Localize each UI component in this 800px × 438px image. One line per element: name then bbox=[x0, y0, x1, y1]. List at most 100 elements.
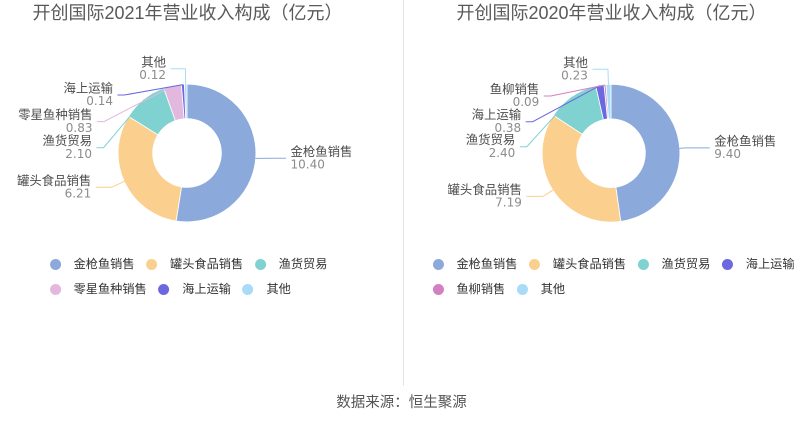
slice-label-value-0-2: 2.10 bbox=[65, 147, 92, 161]
slice-border bbox=[163, 87, 176, 122]
legend-label: 罐头食品销售 bbox=[170, 257, 244, 271]
chart-title-2020: 开创国际2020年营业收入构成（亿元） bbox=[456, 3, 767, 23]
legend-item-鱼柳销售[interactable]: 鱼柳销售 bbox=[432, 282, 505, 297]
slice-label-value-0-4: 0.14 bbox=[86, 94, 113, 108]
slice-label-name-0-1: 罐头食品销售 bbox=[17, 173, 91, 188]
label-line-0-5 bbox=[170, 68, 187, 85]
legend-item-其他[interactable]: 其他 bbox=[516, 282, 566, 297]
slice-border bbox=[127, 115, 159, 136]
legend-item-零星鱼种销售[interactable]: 零星鱼种销售 bbox=[49, 282, 147, 297]
slice-border bbox=[175, 186, 183, 222]
legend-label: 海上运输 bbox=[182, 282, 231, 296]
pie-slice-1-0[interactable] bbox=[611, 84, 680, 222]
pie-slice-1-5[interactable] bbox=[605, 84, 611, 119]
legend-label: 其他 bbox=[540, 282, 566, 296]
legend-marker-icon bbox=[49, 284, 61, 295]
slice-label-value-0-3: 0.83 bbox=[66, 121, 93, 135]
slice-border bbox=[180, 83, 185, 120]
legend-label: 零星鱼种销售 bbox=[73, 282, 147, 296]
legend-item-海上运输[interactable]: 海上运输 bbox=[158, 282, 231, 297]
legend-item-金枪鱼销售[interactable]: 金枪鱼销售 bbox=[49, 257, 135, 272]
legend-label: 金枪鱼销售 bbox=[456, 257, 518, 271]
label-line-1-5 bbox=[592, 68, 609, 85]
legend-label: 金枪鱼销售 bbox=[73, 257, 135, 271]
pie-slice-0-1[interactable] bbox=[118, 116, 182, 221]
slice-border bbox=[183, 83, 187, 120]
legend-row: 金枪鱼销售 罐头食品销售 渔货贸易 海上运输 bbox=[432, 252, 795, 277]
legend-item-金枪鱼销售[interactable]: 金枪鱼销售 bbox=[432, 257, 517, 272]
slice-label-value-1-1: 7.19 bbox=[495, 196, 522, 210]
slice-border bbox=[615, 186, 622, 223]
slice-label-name-1-2: 渔货贸易 bbox=[466, 132, 516, 147]
slice-border bbox=[603, 84, 609, 120]
label-line-1-2 bbox=[519, 96, 573, 148]
label-line-1-3 bbox=[525, 85, 601, 123]
legend-item-罐头食品销售[interactable]: 罐头食品销售 bbox=[146, 257, 243, 272]
legend-item-渔货贸易[interactable]: 渔货贸易 bbox=[637, 257, 711, 272]
legend-marker-icon bbox=[432, 259, 444, 270]
slice-label-name-1-3: 海上运输 bbox=[472, 107, 522, 122]
label-line-1-1 bbox=[526, 189, 554, 197]
slice-label-value-1-2: 2.40 bbox=[489, 146, 516, 160]
legend-label: 渔货贸易 bbox=[661, 257, 711, 271]
legend-row: 鱼柳销售 其他 bbox=[432, 277, 565, 302]
slice-label-name-0-5: 其他 bbox=[141, 55, 166, 69]
label-line-0-2 bbox=[96, 99, 145, 149]
panel-divider bbox=[403, 0, 404, 386]
legend-marker-icon bbox=[49, 259, 61, 270]
pie-slice-0-3[interactable] bbox=[163, 84, 185, 121]
legend-marker-icon bbox=[146, 259, 158, 270]
legend-label: 罐头食品销售 bbox=[552, 257, 627, 271]
pie-slice-0-0[interactable] bbox=[176, 84, 256, 222]
legend-marker-icon bbox=[254, 259, 266, 270]
label-line-0-1 bbox=[95, 180, 125, 188]
slice-label-value-0-0: 10.40 bbox=[291, 158, 325, 172]
label-line-0-3 bbox=[97, 85, 173, 123]
legend-marker-icon bbox=[432, 284, 444, 295]
slice-border bbox=[552, 114, 584, 136]
slice-label-value-1-5: 0.23 bbox=[561, 69, 588, 83]
slice-border bbox=[605, 83, 609, 120]
slice-label-name-0-4: 海上运输 bbox=[63, 81, 113, 96]
legend-marker-icon bbox=[158, 284, 170, 295]
legend-item-海上运输[interactable]: 海上运输 bbox=[721, 257, 795, 272]
legend-row: 零星鱼种销售 海上运输 其他 bbox=[49, 277, 291, 302]
legend-marker-icon bbox=[528, 259, 540, 270]
legend-label: 海上运输 bbox=[745, 257, 795, 271]
pie-slice-1-1[interactable] bbox=[542, 115, 621, 222]
legend-2021: 金枪鱼销售 罐头食品销售 渔货贸易零星鱼种销售 海上运输 其他 bbox=[49, 252, 328, 302]
legend-row: 金枪鱼销售 罐头食品销售 渔货贸易 bbox=[49, 252, 328, 277]
slice-label-value-1-3: 0.38 bbox=[494, 121, 521, 135]
legend-item-渔货贸易[interactable]: 渔货贸易 bbox=[254, 257, 328, 272]
slice-label-value-1-0: 9.40 bbox=[714, 147, 741, 161]
slice-label-name-1-0: 金枪鱼销售 bbox=[714, 133, 776, 148]
slice-label-name-1-1: 罐头食品销售 bbox=[448, 182, 522, 197]
slice-label-value-0-1: 6.21 bbox=[65, 187, 92, 201]
legend-item-罐头食品销售[interactable]: 罐头食品销售 bbox=[528, 257, 627, 272]
legend-item-其他[interactable]: 其他 bbox=[242, 282, 291, 297]
legend-2020: 金枪鱼销售 罐头食品销售 渔货贸易 海上运输鱼柳销售 其他 bbox=[432, 252, 795, 302]
slice-label-name-0-2: 渔货贸易 bbox=[42, 133, 92, 148]
label-line-0-4 bbox=[117, 84, 183, 96]
slice-label-name-0-3: 零星鱼种销售 bbox=[18, 107, 92, 122]
slice-label-name-0-0: 金枪鱼销售 bbox=[291, 144, 353, 159]
slice-label-value-0-5: 0.12 bbox=[139, 68, 166, 82]
label-line-1-4 bbox=[543, 84, 606, 97]
slice-border bbox=[595, 85, 604, 121]
legend-marker-icon bbox=[721, 259, 733, 270]
slice-label-name-1-5: 其他 bbox=[563, 56, 588, 70]
legend-marker-icon bbox=[516, 284, 528, 295]
slice-label-value-1-4: 0.09 bbox=[513, 95, 540, 109]
legend-label: 其他 bbox=[266, 282, 291, 296]
data-source-note: 数据来源：恒生聚源 bbox=[336, 395, 467, 411]
chart-title-2021: 开创国际2021年营业收入构成（亿元） bbox=[32, 3, 343, 23]
legend-marker-icon bbox=[242, 284, 254, 295]
legend-label: 渔货贸易 bbox=[278, 257, 328, 271]
legend-label: 鱼柳销售 bbox=[456, 282, 506, 296]
pie-slice-1-2[interactable] bbox=[553, 86, 604, 135]
legend-marker-icon bbox=[637, 259, 649, 270]
slice-label-name-1-4: 鱼柳销售 bbox=[490, 82, 540, 97]
pie-slice-0-2[interactable] bbox=[128, 88, 176, 135]
